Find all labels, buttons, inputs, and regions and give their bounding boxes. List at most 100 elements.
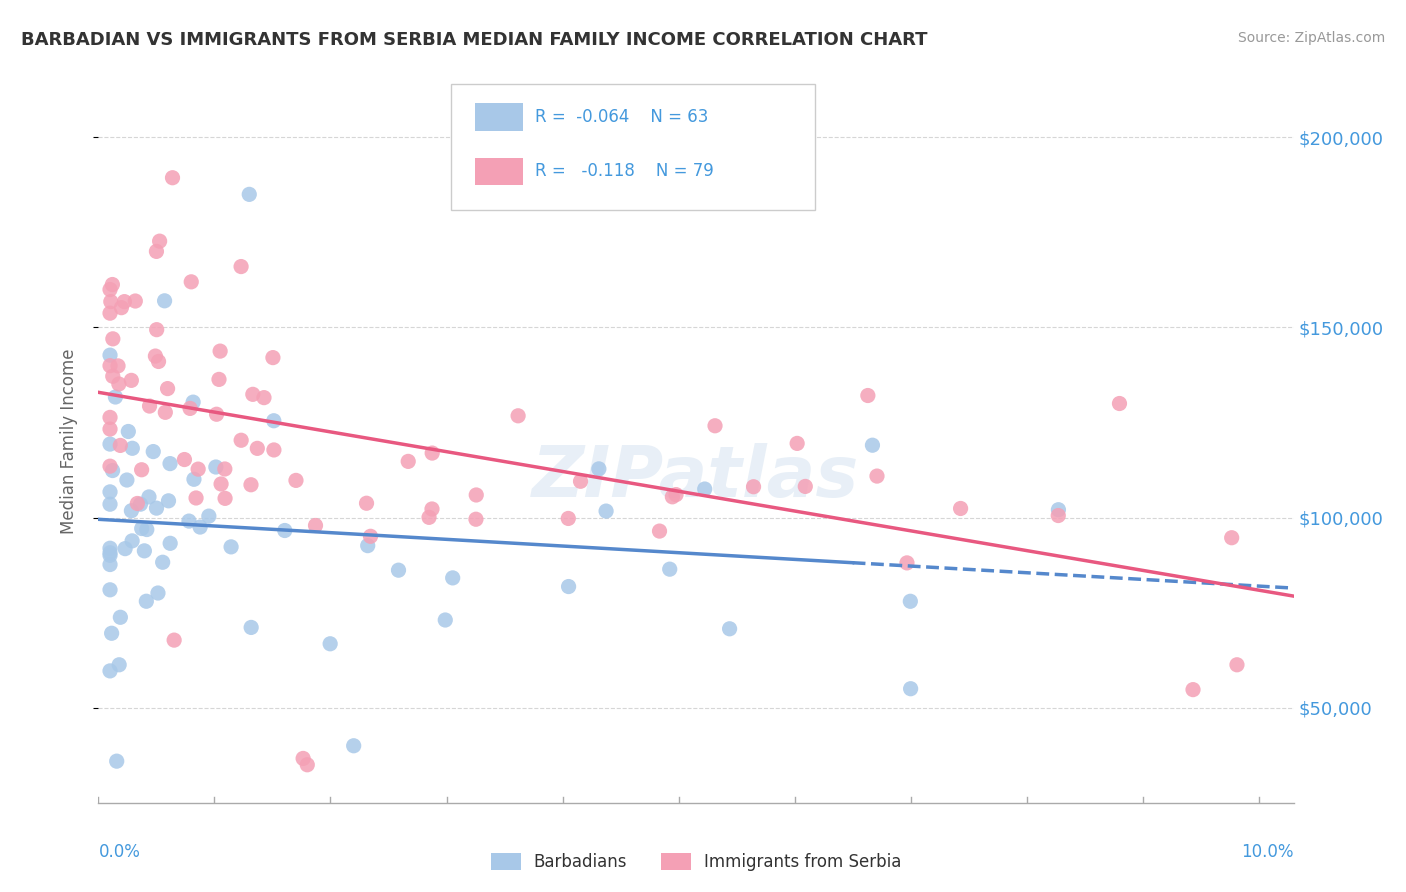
Point: [107, 359, 129, 373]
Point: [177, 514, 200, 528]
Point: [135, 523, 157, 537]
Point: [145, 244, 167, 259]
Point: [418, 510, 440, 524]
Point: [665, 488, 688, 502]
Point: [104, 390, 127, 404]
Point: [142, 444, 165, 458]
Point: [704, 418, 727, 433]
Point: [98, 283, 121, 297]
Point: [238, 187, 260, 202]
Point: [98, 541, 121, 556]
Point: [205, 407, 228, 421]
Point: [101, 464, 124, 478]
Point: [1047, 508, 1070, 523]
Point: [465, 512, 488, 526]
Point: [131, 522, 153, 536]
Point: [434, 613, 457, 627]
Point: [356, 496, 378, 510]
Point: [134, 544, 156, 558]
Point: [98, 459, 121, 474]
Point: [112, 294, 135, 309]
Point: [420, 446, 443, 460]
Point: [98, 348, 121, 362]
Point: [159, 457, 181, 471]
Point: [718, 622, 741, 636]
Point: [127, 496, 149, 510]
Point: [145, 323, 167, 337]
Point: [214, 491, 236, 506]
Point: [124, 293, 146, 308]
Point: [240, 477, 263, 491]
Point: [896, 556, 918, 570]
Point: [794, 479, 817, 493]
Point: [898, 594, 921, 608]
Point: [648, 524, 671, 538]
Point: [304, 518, 326, 533]
Point: [98, 546, 121, 560]
Point: [155, 405, 177, 419]
Point: [98, 422, 121, 436]
Point: [693, 482, 716, 496]
Point: [661, 490, 683, 504]
Point: [98, 582, 121, 597]
Point: [145, 501, 167, 516]
Point: [114, 541, 136, 556]
Point: [357, 539, 380, 553]
Point: [242, 387, 264, 401]
Point: [360, 529, 382, 543]
Point: [173, 452, 195, 467]
Point: [188, 520, 211, 534]
Point: [862, 438, 884, 452]
Point: [263, 442, 285, 457]
Point: [110, 301, 132, 315]
Point: [110, 438, 132, 452]
Point: [214, 462, 236, 476]
Point: [115, 473, 138, 487]
Point: [98, 359, 121, 373]
Point: [163, 633, 186, 648]
Point: [101, 369, 124, 384]
Point: [387, 563, 409, 577]
Point: [1108, 396, 1130, 410]
Point: [156, 382, 179, 396]
Point: [557, 580, 579, 594]
Text: 0.0%: 0.0%: [98, 843, 141, 861]
Point: [153, 293, 176, 308]
Point: [253, 391, 276, 405]
Point: [786, 436, 808, 450]
Point: [145, 349, 167, 363]
Point: [900, 681, 922, 696]
Point: [229, 260, 252, 274]
Point: [138, 490, 160, 504]
Point: [205, 460, 228, 475]
Bar: [475, 103, 523, 131]
Point: [98, 410, 121, 425]
Point: [98, 558, 121, 572]
Point: [98, 549, 121, 563]
Point: [120, 504, 142, 518]
Point: [209, 477, 232, 491]
Text: R =  -0.064    N = 63: R = -0.064 N = 63: [534, 108, 709, 126]
Point: [208, 372, 231, 386]
Point: [138, 399, 160, 413]
Text: ZIPatlas: ZIPatlas: [533, 443, 859, 512]
Point: [105, 754, 128, 768]
Point: [121, 442, 143, 456]
Point: [1220, 531, 1243, 545]
Point: [131, 463, 153, 477]
Point: [159, 536, 181, 550]
Point: [658, 562, 681, 576]
Point: [262, 351, 284, 365]
Point: [181, 395, 204, 409]
Point: [297, 757, 319, 772]
Point: [263, 414, 285, 428]
Point: [110, 610, 132, 624]
Point: [120, 373, 142, 387]
Point: [441, 571, 464, 585]
Point: [100, 294, 122, 309]
Point: [219, 540, 242, 554]
Point: [209, 344, 232, 359]
Point: [343, 739, 366, 753]
Point: [240, 620, 263, 634]
Point: [557, 511, 579, 525]
